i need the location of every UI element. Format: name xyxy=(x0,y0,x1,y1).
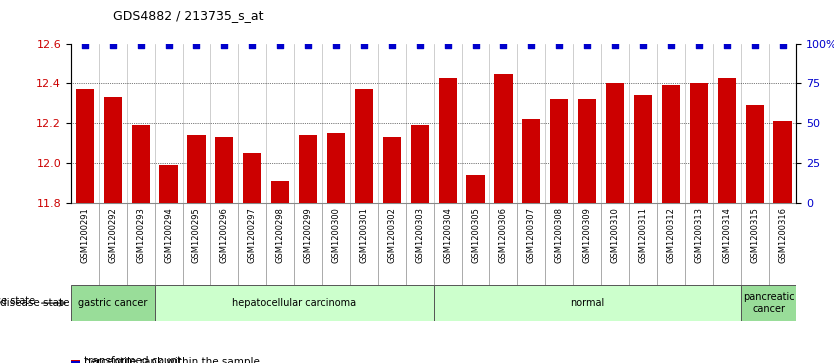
Point xyxy=(245,42,259,48)
Point xyxy=(608,42,621,48)
Bar xyxy=(71,360,80,362)
Point xyxy=(329,42,343,48)
Text: GSM1200291: GSM1200291 xyxy=(80,207,89,263)
Point xyxy=(134,42,148,48)
Bar xyxy=(466,175,485,203)
Bar xyxy=(327,134,345,203)
Text: gastric cancer: gastric cancer xyxy=(78,298,148,308)
Bar xyxy=(717,78,736,203)
Text: GSM1200297: GSM1200297 xyxy=(248,207,257,263)
Bar xyxy=(434,285,741,321)
Bar xyxy=(773,122,791,203)
Text: GSM1200314: GSM1200314 xyxy=(722,207,731,263)
Point xyxy=(413,42,426,48)
Text: GSM1200296: GSM1200296 xyxy=(220,207,229,263)
Bar xyxy=(76,90,94,203)
Bar xyxy=(71,362,80,363)
Text: GSM1200315: GSM1200315 xyxy=(750,207,759,263)
Point xyxy=(636,42,650,48)
Text: GSM1200301: GSM1200301 xyxy=(359,207,369,263)
Text: GSM1200295: GSM1200295 xyxy=(192,207,201,263)
Text: GSM1200303: GSM1200303 xyxy=(415,207,425,264)
Text: GSM1200305: GSM1200305 xyxy=(471,207,480,263)
Text: percentile rank within the sample: percentile rank within the sample xyxy=(84,357,260,363)
Text: GSM1200300: GSM1200300 xyxy=(331,207,340,263)
Bar xyxy=(271,182,289,203)
Point xyxy=(553,42,566,48)
Bar xyxy=(606,83,624,203)
Point xyxy=(580,42,594,48)
Text: GSM1200311: GSM1200311 xyxy=(639,207,647,263)
Text: GSM1200309: GSM1200309 xyxy=(583,207,591,263)
Text: GSM1200307: GSM1200307 xyxy=(527,207,536,264)
Bar xyxy=(103,98,122,203)
Text: normal: normal xyxy=(570,298,605,308)
Text: disease state: disease state xyxy=(0,296,35,306)
Point xyxy=(385,42,399,48)
Bar xyxy=(662,86,680,203)
Text: GSM1200308: GSM1200308 xyxy=(555,207,564,264)
Point xyxy=(664,42,677,48)
Point xyxy=(748,42,761,48)
Point xyxy=(776,42,789,48)
Bar xyxy=(354,90,373,203)
Point xyxy=(190,42,203,48)
Bar xyxy=(550,99,568,203)
Text: GSM1200312: GSM1200312 xyxy=(666,207,676,263)
Text: GSM1200298: GSM1200298 xyxy=(276,207,284,263)
Text: GDS4882 / 213735_s_at: GDS4882 / 213735_s_at xyxy=(113,9,263,22)
Text: GSM1200294: GSM1200294 xyxy=(164,207,173,263)
Point xyxy=(469,42,482,48)
Point xyxy=(162,42,175,48)
Bar xyxy=(188,135,205,203)
Text: disease state: disease state xyxy=(0,298,73,308)
Bar xyxy=(439,78,457,203)
Point xyxy=(218,42,231,48)
Text: GSM1200316: GSM1200316 xyxy=(778,207,787,264)
Bar xyxy=(299,135,317,203)
Bar xyxy=(132,126,150,203)
Text: GSM1200292: GSM1200292 xyxy=(108,207,118,263)
Point xyxy=(357,42,370,48)
Point xyxy=(301,42,314,48)
Point xyxy=(692,42,706,48)
Text: GSM1200313: GSM1200313 xyxy=(694,207,703,264)
Bar xyxy=(746,106,764,203)
Bar xyxy=(495,74,513,203)
Bar xyxy=(578,99,596,203)
Point xyxy=(441,42,455,48)
Bar xyxy=(690,83,708,203)
Bar xyxy=(154,285,434,321)
Bar xyxy=(741,285,796,321)
Point xyxy=(720,42,733,48)
Text: GSM1200302: GSM1200302 xyxy=(387,207,396,263)
Bar xyxy=(159,166,178,203)
Bar xyxy=(634,95,652,203)
Point xyxy=(525,42,538,48)
Text: GSM1200306: GSM1200306 xyxy=(499,207,508,264)
Bar xyxy=(244,154,261,203)
Text: GSM1200304: GSM1200304 xyxy=(443,207,452,263)
Bar xyxy=(410,126,429,203)
Point xyxy=(274,42,287,48)
Bar xyxy=(215,138,234,203)
Text: GSM1200293: GSM1200293 xyxy=(136,207,145,263)
Bar xyxy=(71,285,154,321)
Point xyxy=(497,42,510,48)
Point xyxy=(106,42,119,48)
Bar xyxy=(383,138,401,203)
Text: GSM1200310: GSM1200310 xyxy=(610,207,620,263)
Text: transformed count: transformed count xyxy=(84,355,181,363)
Point xyxy=(78,42,92,48)
Text: hepatocellular carcinoma: hepatocellular carcinoma xyxy=(232,298,356,308)
Bar xyxy=(522,119,540,203)
Text: pancreatic
cancer: pancreatic cancer xyxy=(743,292,794,314)
Text: GSM1200299: GSM1200299 xyxy=(304,207,313,263)
